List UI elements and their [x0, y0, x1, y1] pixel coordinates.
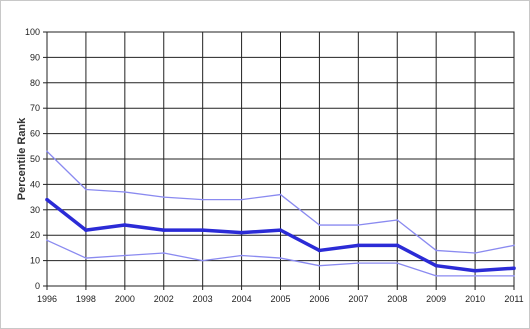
data-point-estimate: [84, 228, 88, 232]
data-point-estimate: [45, 197, 49, 202]
x-tick-label: 2003: [193, 294, 213, 304]
data-point-lower: [513, 274, 515, 277]
x-tick-label: 1998: [76, 294, 96, 304]
y-axis-label: Percentile Rank: [16, 117, 28, 200]
data-point-lower: [85, 257, 87, 259]
y-tick-label: 70: [30, 103, 40, 113]
data-point-estimate: [356, 243, 361, 248]
data-point-lower: [396, 262, 399, 265]
data-point-estimate: [161, 228, 166, 232]
data-point-upper: [201, 198, 204, 201]
data-point-estimate: [317, 248, 322, 253]
data-point-estimate: [395, 243, 400, 248]
data-point-estimate: [278, 228, 283, 232]
y-tick-label: 40: [30, 179, 40, 189]
data-point-upper: [396, 219, 399, 221]
data-point-upper: [123, 191, 126, 193]
x-tick-label: 2004: [232, 294, 252, 304]
x-tick-label: 2000: [115, 294, 135, 304]
data-point-upper: [435, 249, 438, 252]
y-tick-label: 30: [30, 205, 40, 215]
data-point-lower: [240, 254, 243, 257]
y-axis-ticks: 0 10 20 30 40 50 60 70 80 90 100: [25, 27, 47, 291]
y-tick-label: 50: [30, 154, 40, 164]
data-point-upper: [474, 252, 476, 254]
data-point-lower: [279, 257, 282, 259]
data-point-lower: [357, 262, 360, 265]
x-tick-label: 2007: [348, 294, 368, 304]
data-point-lower: [318, 264, 321, 267]
x-tick-label: 2005: [270, 294, 290, 304]
data-point-estimate: [200, 228, 205, 232]
data-point-estimate: [473, 268, 477, 273]
x-tick-label: 2006: [309, 294, 329, 304]
y-tick-label: 90: [30, 52, 40, 62]
data-point-upper: [357, 224, 360, 226]
data-point-estimate: [512, 266, 516, 271]
data-point-estimate: [239, 230, 244, 235]
y-tick-label: 0: [35, 281, 40, 291]
x-tick-label: 2009: [426, 294, 446, 304]
data-point-estimate: [434, 263, 438, 268]
y-tick-label: 20: [30, 230, 40, 240]
data-point-upper: [279, 193, 282, 196]
series-lines: [45, 150, 516, 277]
y-tick-label: 10: [30, 256, 40, 266]
data-point-lower: [435, 274, 438, 277]
data-point-lower: [123, 254, 126, 257]
data-point-estimate: [123, 223, 127, 227]
data-point-upper: [318, 224, 321, 226]
x-axis-ticks: 1996 1998 2000 2002 2003 2004 2005 2006 2007 2008…: [37, 286, 524, 304]
data-point-upper: [513, 244, 515, 247]
x-tick-label: 1996: [37, 294, 57, 304]
data-point-upper: [240, 198, 243, 201]
x-tick-label: 2011: [504, 294, 523, 304]
gridlines: [47, 32, 514, 286]
data-point-upper: [46, 150, 48, 153]
x-tick-label: 2002: [154, 294, 174, 304]
x-tick-label: 2008: [387, 294, 407, 304]
y-tick-label: 60: [30, 129, 40, 139]
y-tick-label: 80: [30, 78, 40, 88]
data-point-upper: [162, 196, 165, 199]
data-point-upper: [85, 188, 87, 191]
data-point-lower: [46, 239, 48, 242]
data-point-lower: [474, 274, 476, 277]
x-tick-label: 2010: [465, 294, 485, 304]
data-point-lower: [201, 259, 204, 262]
y-tick-label: 100: [25, 27, 40, 37]
data-point-lower: [162, 252, 165, 254]
